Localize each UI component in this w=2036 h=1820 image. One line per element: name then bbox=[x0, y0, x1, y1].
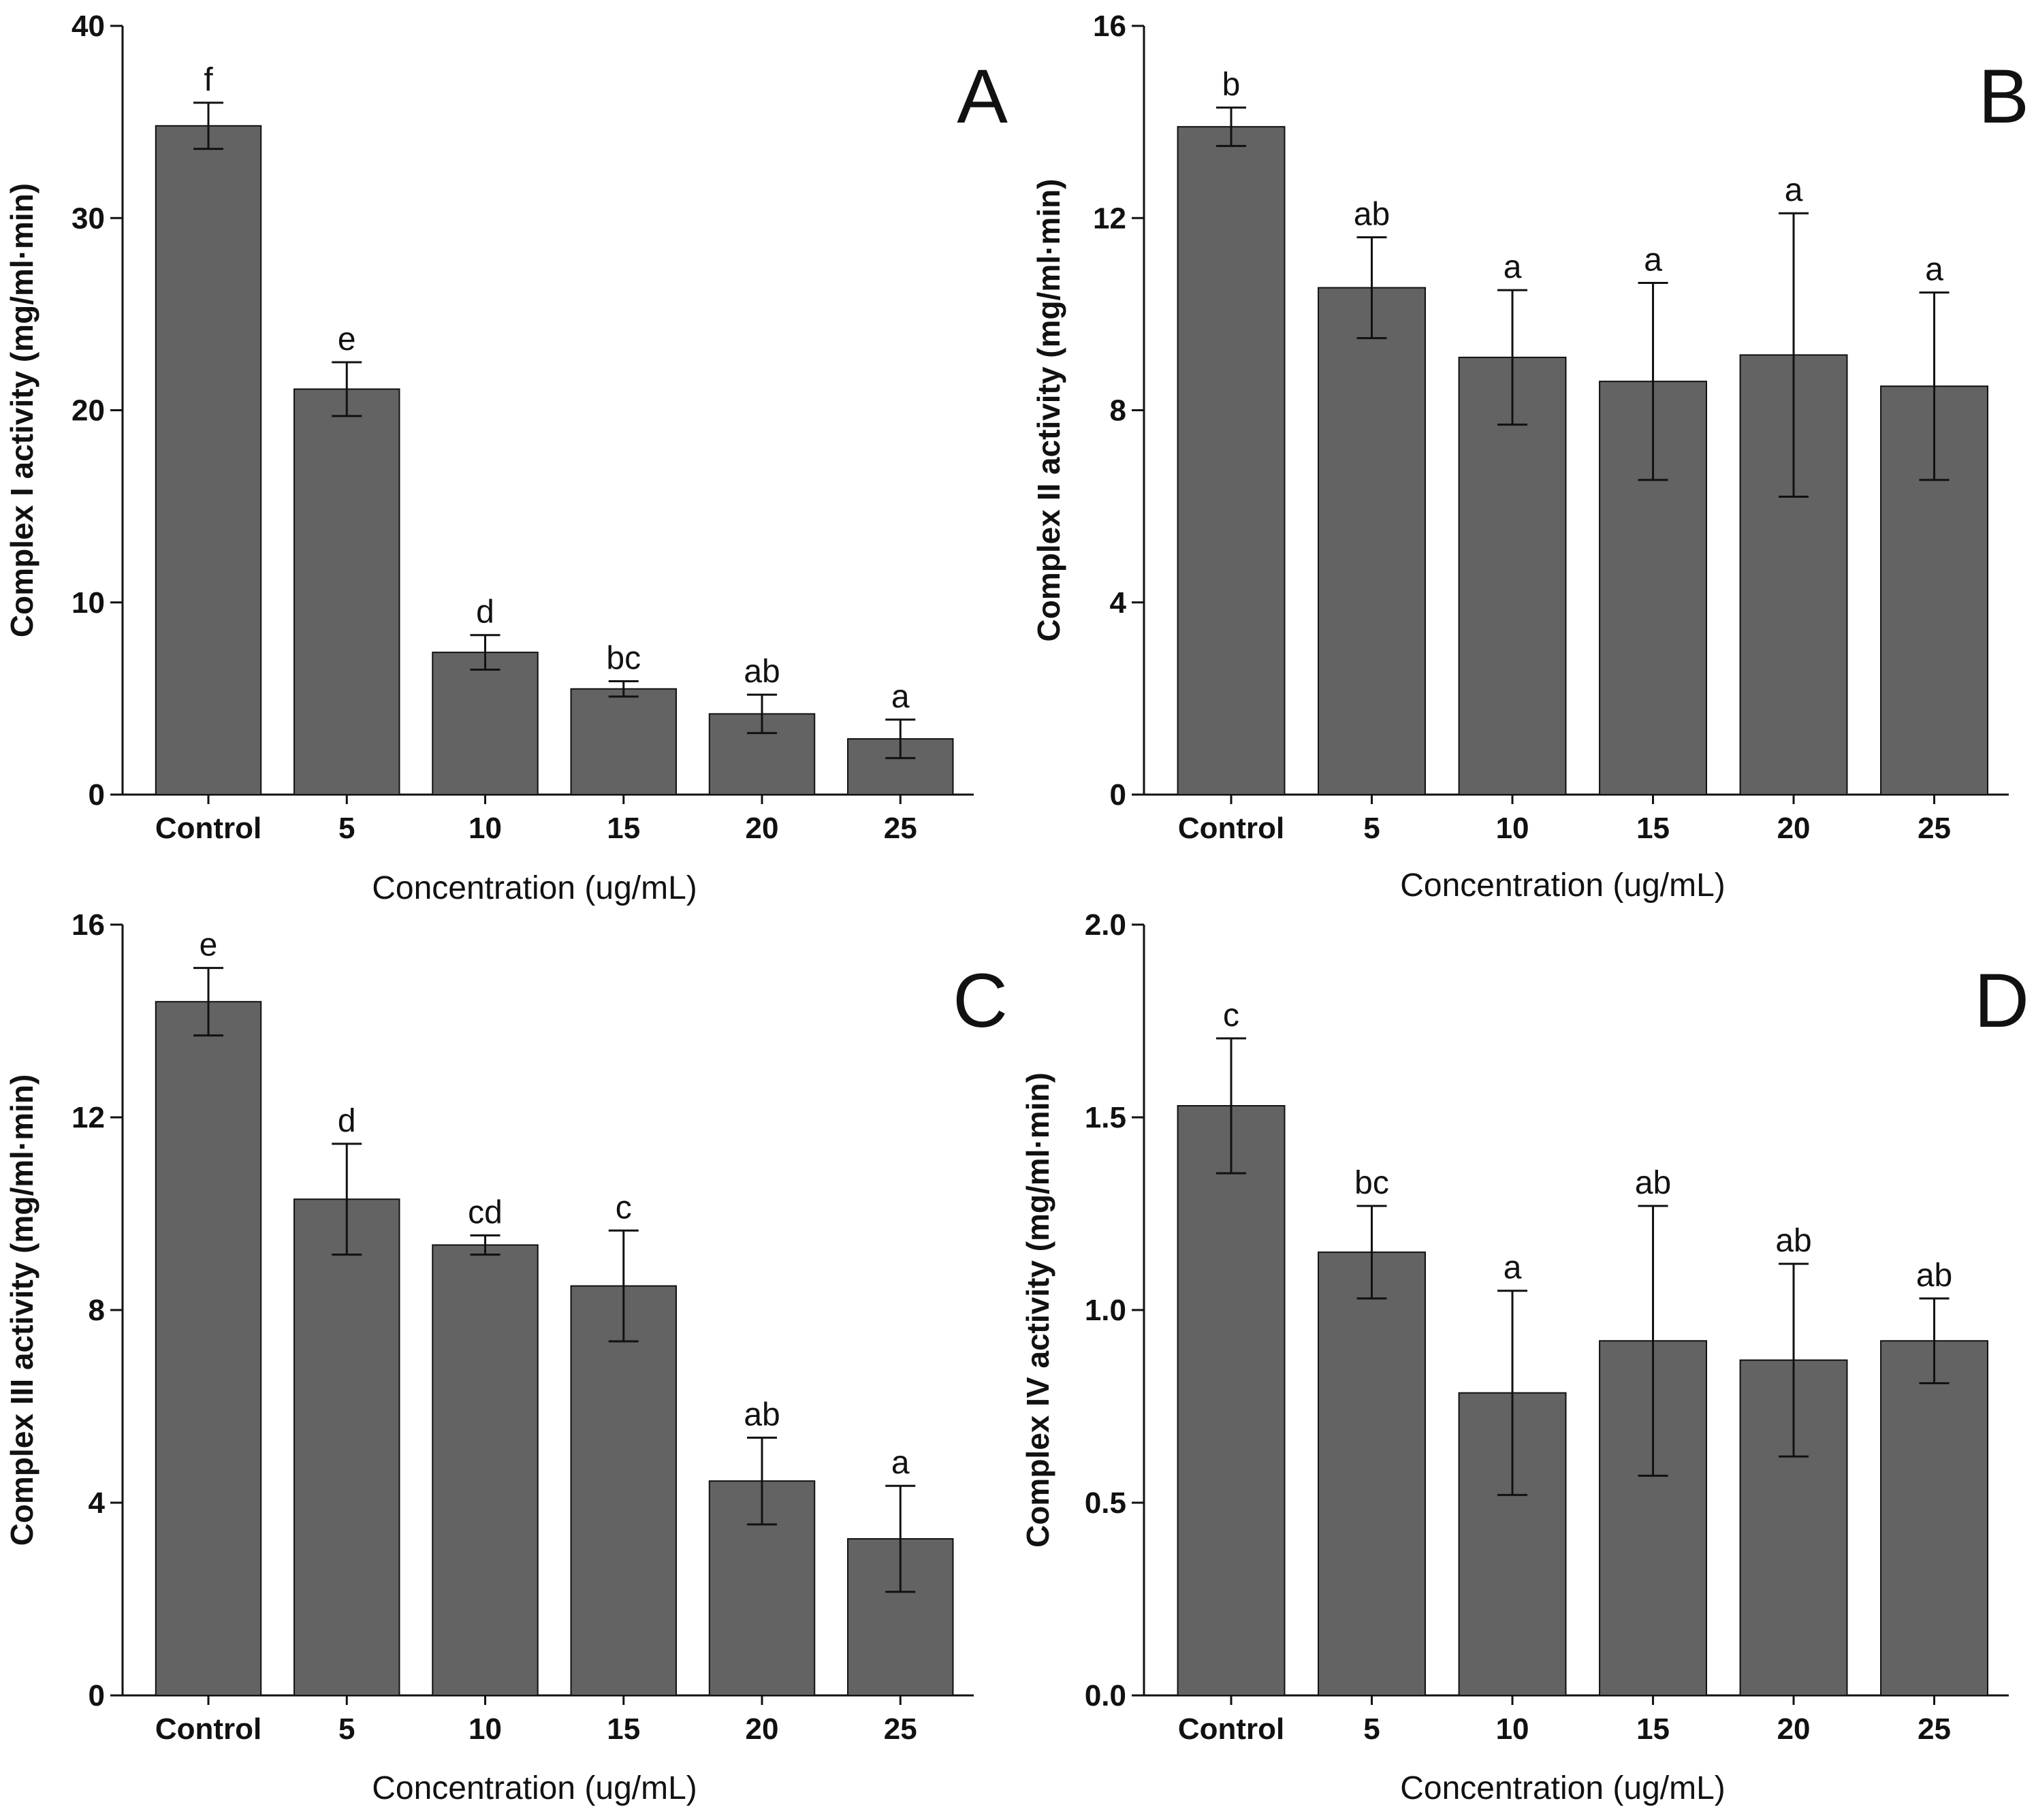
panel-letter: B bbox=[1978, 54, 2029, 139]
significance-label: ab bbox=[1775, 1223, 1811, 1259]
significance-label: ab bbox=[1354, 196, 1390, 232]
x-tick-label: 10 bbox=[468, 812, 502, 845]
x-tick-label: 5 bbox=[1363, 1712, 1380, 1746]
bar bbox=[293, 388, 400, 795]
x-tick-label: Control bbox=[1178, 1712, 1284, 1746]
bar bbox=[1177, 1105, 1286, 1696]
x-tick-label: 25 bbox=[1918, 812, 1951, 845]
x-tick-label: Control bbox=[1178, 812, 1284, 845]
x-tick-label: 15 bbox=[1636, 812, 1670, 845]
x-tick-label: 25 bbox=[1918, 1712, 1951, 1746]
y-tick-label: 8 bbox=[89, 1294, 105, 1327]
x-tick-label: 10 bbox=[1496, 812, 1529, 845]
y-axis-title: Complex IV activity (mg/ml·min) bbox=[1020, 1072, 1055, 1548]
bar bbox=[1318, 287, 1427, 795]
panel-c: 0 4 8 12 16 Control e 5 d 10 cd 15 c 20 ab 25 a Concentra… bbox=[4, 908, 1008, 1806]
bar bbox=[155, 1001, 262, 1696]
significance-label: c bbox=[616, 1190, 632, 1226]
x-tick-label: 10 bbox=[468, 1712, 502, 1746]
y-tick-label: 2.0 bbox=[1085, 908, 1126, 942]
y-tick-label: 12 bbox=[71, 1101, 105, 1134]
panel-letter: C bbox=[953, 958, 1008, 1043]
significance-label: b bbox=[1222, 67, 1241, 103]
significance-label: f bbox=[204, 62, 213, 98]
x-tick-label: 15 bbox=[1636, 1712, 1670, 1746]
y-tick-label: 12 bbox=[1093, 202, 1126, 235]
y-tick-label: 1.5 bbox=[1085, 1101, 1126, 1134]
significance-label: a bbox=[1785, 172, 1803, 208]
bar bbox=[570, 688, 678, 796]
y-tick-label: 16 bbox=[1093, 10, 1126, 43]
bar bbox=[155, 125, 262, 795]
y-tick-label: 30 bbox=[71, 202, 105, 235]
significance-label: a bbox=[891, 679, 910, 715]
y-tick-label: 0 bbox=[89, 778, 105, 812]
bar bbox=[1880, 1340, 1989, 1696]
x-tick-label: 20 bbox=[746, 1712, 779, 1746]
x-tick-label: 15 bbox=[607, 812, 640, 845]
significance-label: a bbox=[1504, 1250, 1522, 1286]
significance-label: cd bbox=[468, 1194, 503, 1230]
y-tick-label: 0.5 bbox=[1085, 1486, 1126, 1520]
x-tick-label: 5 bbox=[1363, 812, 1380, 845]
y-tick-label: 4 bbox=[89, 1486, 106, 1520]
significance-label: c bbox=[1223, 997, 1239, 1034]
y-tick-label: 40 bbox=[71, 10, 105, 43]
panel-letter: A bbox=[957, 54, 1008, 139]
significance-label: e bbox=[200, 927, 218, 963]
x-tick-label: 20 bbox=[1777, 1712, 1811, 1746]
y-tick-label: 16 bbox=[71, 908, 105, 942]
x-tick-label: 5 bbox=[338, 1712, 355, 1746]
y-axis-title: Complex III activity (mg/ml·min) bbox=[4, 1074, 39, 1546]
x-tick-label: 15 bbox=[607, 1712, 640, 1746]
panel-b: 0 4 8 12 16 Control b 5 ab 10 a 15 a 20 a 25 a Concentrat… bbox=[1031, 10, 2029, 904]
bar bbox=[570, 1285, 678, 1696]
significance-label: a bbox=[1644, 242, 1662, 278]
panel-d: 0.0 0.5 1.0 1.5 2.0 Control c 5 bc 10 a 15 ab 20 ab 25 a… bbox=[1020, 908, 2029, 1806]
x-tick-label: 25 bbox=[884, 812, 917, 845]
y-tick-label: 8 bbox=[1110, 394, 1126, 428]
panel-letter: D bbox=[1974, 958, 2029, 1043]
bar bbox=[432, 1244, 539, 1697]
bar bbox=[1458, 356, 1567, 795]
y-tick-label: 0 bbox=[89, 1679, 105, 1712]
x-tick-label: 20 bbox=[1777, 812, 1811, 845]
y-axis-title: Complex II activity (mg/ml·min) bbox=[1031, 179, 1066, 642]
significance-label: a bbox=[891, 1445, 910, 1481]
x-tick-label: 25 bbox=[884, 1712, 917, 1746]
y-tick-label: 1.0 bbox=[1085, 1294, 1126, 1327]
significance-label: e bbox=[338, 321, 356, 357]
significance-label: ab bbox=[744, 654, 780, 690]
significance-label: a bbox=[1925, 252, 1943, 288]
y-tick-label: 0.0 bbox=[1085, 1679, 1126, 1712]
x-axis-title: Concentration (ug/mL) bbox=[1400, 1770, 1725, 1806]
panel-a: 0 10 20 30 40 Control f 5 e 10 d 15 bc 20 ab 25 a Concent… bbox=[4, 10, 1008, 906]
x-tick-label: Control bbox=[155, 812, 261, 845]
bar bbox=[432, 652, 539, 796]
x-axis-title: Concentration (ug/mL) bbox=[1400, 867, 1725, 904]
y-tick-label: 20 bbox=[71, 394, 105, 428]
significance-label: ab bbox=[744, 1396, 780, 1433]
y-tick-label: 0 bbox=[1110, 778, 1126, 812]
bar bbox=[293, 1198, 400, 1696]
significance-label: ab bbox=[1916, 1258, 1952, 1294]
x-tick-label: 5 bbox=[338, 812, 355, 845]
x-axis-title: Concentration (ug/mL) bbox=[372, 870, 697, 906]
x-tick-label: 10 bbox=[1496, 1712, 1529, 1746]
y-tick-label: 10 bbox=[71, 586, 105, 620]
y-tick-label: 4 bbox=[1110, 586, 1127, 620]
significance-label: bc bbox=[606, 640, 641, 676]
bar bbox=[1318, 1251, 1427, 1696]
significance-label: ab bbox=[1635, 1165, 1671, 1201]
x-tick-label: 20 bbox=[746, 812, 779, 845]
significance-label: a bbox=[1504, 249, 1522, 285]
significance-label: d bbox=[338, 1103, 356, 1139]
x-axis-title: Concentration (ug/mL) bbox=[372, 1770, 697, 1806]
x-tick-label: Control bbox=[155, 1712, 261, 1746]
significance-label: d bbox=[476, 594, 494, 630]
significance-label: bc bbox=[1354, 1165, 1389, 1201]
y-axis-title: Complex I activity (mg/ml·min) bbox=[4, 183, 39, 637]
bar bbox=[1177, 126, 1286, 795]
